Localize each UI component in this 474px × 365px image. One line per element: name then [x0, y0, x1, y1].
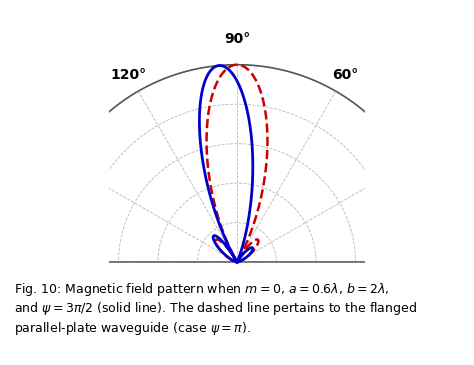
Text: 150°: 150°	[0, 364, 1, 365]
Text: 60°: 60°	[332, 68, 358, 82]
Text: Fig. 10: Magnetic field pattern when $m = 0$, $a = 0.6\lambda$, $b = 2\lambda$,
: Fig. 10: Magnetic field pattern when $m …	[14, 281, 417, 337]
Text: 120°: 120°	[111, 68, 147, 82]
Text: 90°: 90°	[224, 32, 250, 46]
Text: 0: 0	[0, 364, 1, 365]
Text: 30°: 30°	[0, 364, 1, 365]
Text: 180°: 180°	[0, 364, 1, 365]
